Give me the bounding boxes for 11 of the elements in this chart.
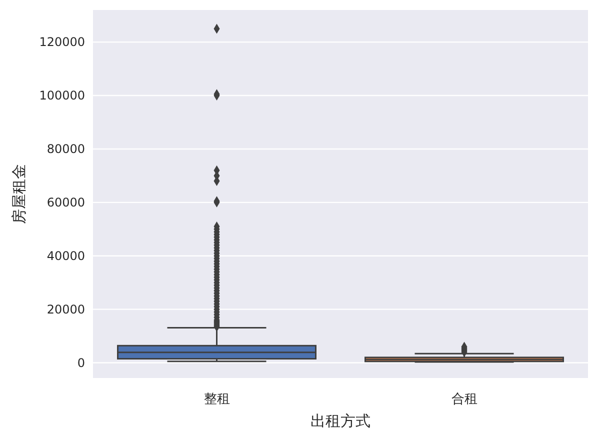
y-tick-label: 120000 [39,35,85,50]
y-tick-label: 100000 [39,88,85,103]
y-tick-label: 20000 [46,302,85,316]
x-axis-title: 出租方式 [310,412,370,430]
x-tick-label: 整租 [204,392,230,407]
y-axis-title: 房屋租金 [10,164,28,224]
y-tick-label: 40000 [46,248,85,263]
y-tick-label: 60000 [46,195,85,210]
y-tick-label: 80000 [46,142,85,156]
y-tick-label: 0 [77,356,85,370]
x-tick-label: 合租 [451,392,478,407]
